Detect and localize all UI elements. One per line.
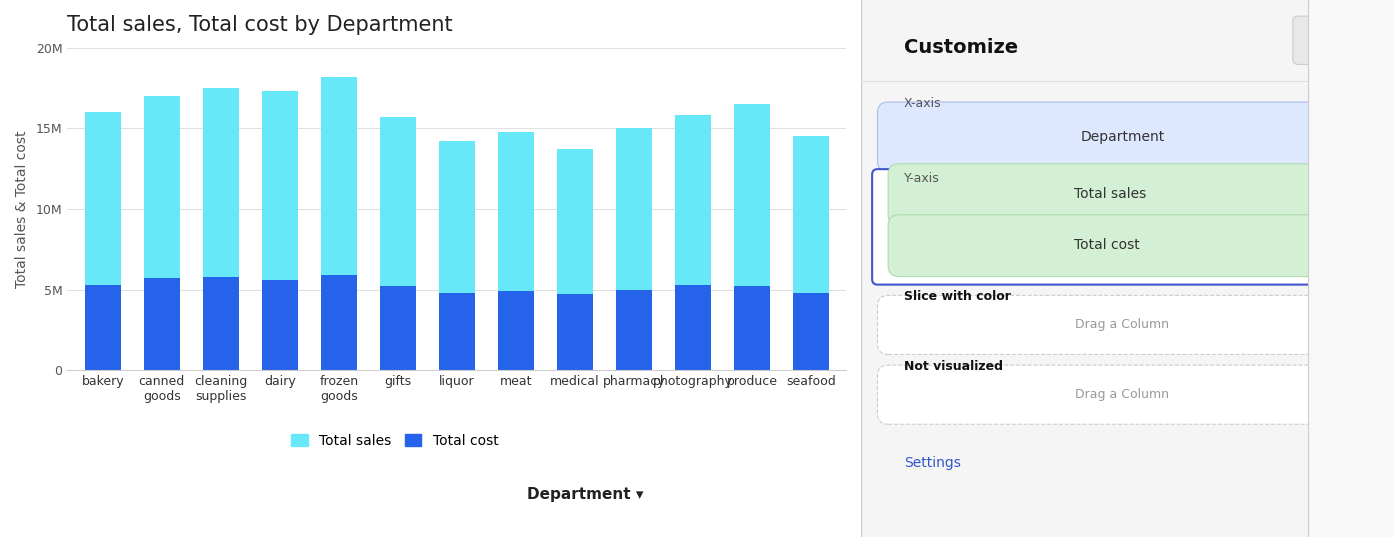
Bar: [85, 112, 120, 285]
FancyBboxPatch shape: [888, 164, 1356, 226]
Bar: [321, 275, 357, 370]
Bar: [558, 149, 592, 294]
Bar: [793, 293, 829, 370]
Text: Total sales, Total cost by Department: Total sales, Total cost by Department: [67, 15, 453, 35]
Legend: Total sales, Total cost: Total sales, Total cost: [286, 429, 503, 454]
Bar: [793, 136, 829, 293]
FancyBboxPatch shape: [877, 295, 1368, 354]
Bar: [85, 285, 120, 370]
Text: Drag a Column: Drag a Column: [1075, 388, 1170, 401]
FancyBboxPatch shape: [873, 169, 1373, 285]
Bar: [498, 132, 534, 291]
Text: ×: ×: [1317, 31, 1331, 49]
Bar: [558, 294, 592, 370]
Text: >: >: [1319, 238, 1331, 252]
Bar: [262, 91, 297, 280]
Bar: [439, 141, 475, 293]
Bar: [735, 104, 769, 286]
Bar: [321, 77, 357, 275]
Text: >: >: [1319, 187, 1331, 201]
Bar: [262, 280, 297, 370]
Bar: [204, 88, 238, 277]
Text: Not visualized: Not visualized: [905, 360, 1004, 373]
Bar: [204, 277, 238, 370]
Bar: [498, 291, 534, 370]
Text: Department ▾: Department ▾: [527, 488, 644, 503]
Text: Total sales: Total sales: [1075, 187, 1147, 201]
FancyBboxPatch shape: [888, 215, 1356, 277]
Bar: [616, 128, 652, 289]
Y-axis label: Total sales & Total cost: Total sales & Total cost: [15, 130, 29, 288]
Text: Department: Department: [1080, 130, 1164, 144]
Text: Slice with color: Slice with color: [905, 290, 1011, 303]
Bar: [616, 289, 652, 370]
Text: X-axis: X-axis: [905, 97, 942, 110]
Text: Customize: Customize: [905, 38, 1018, 56]
Bar: [735, 286, 769, 370]
Text: Settings: Settings: [905, 456, 960, 470]
FancyBboxPatch shape: [877, 102, 1368, 172]
Bar: [381, 286, 415, 370]
FancyBboxPatch shape: [1292, 16, 1356, 64]
Text: Total cost: Total cost: [1075, 238, 1140, 252]
Bar: [144, 96, 180, 278]
Text: Drag a Column: Drag a Column: [1075, 318, 1170, 331]
Bar: [675, 285, 711, 370]
Bar: [144, 278, 180, 370]
Bar: [675, 115, 711, 285]
FancyBboxPatch shape: [877, 365, 1368, 424]
Bar: [439, 293, 475, 370]
Bar: [381, 117, 415, 286]
Text: Y-axis: Y-axis: [905, 172, 940, 185]
